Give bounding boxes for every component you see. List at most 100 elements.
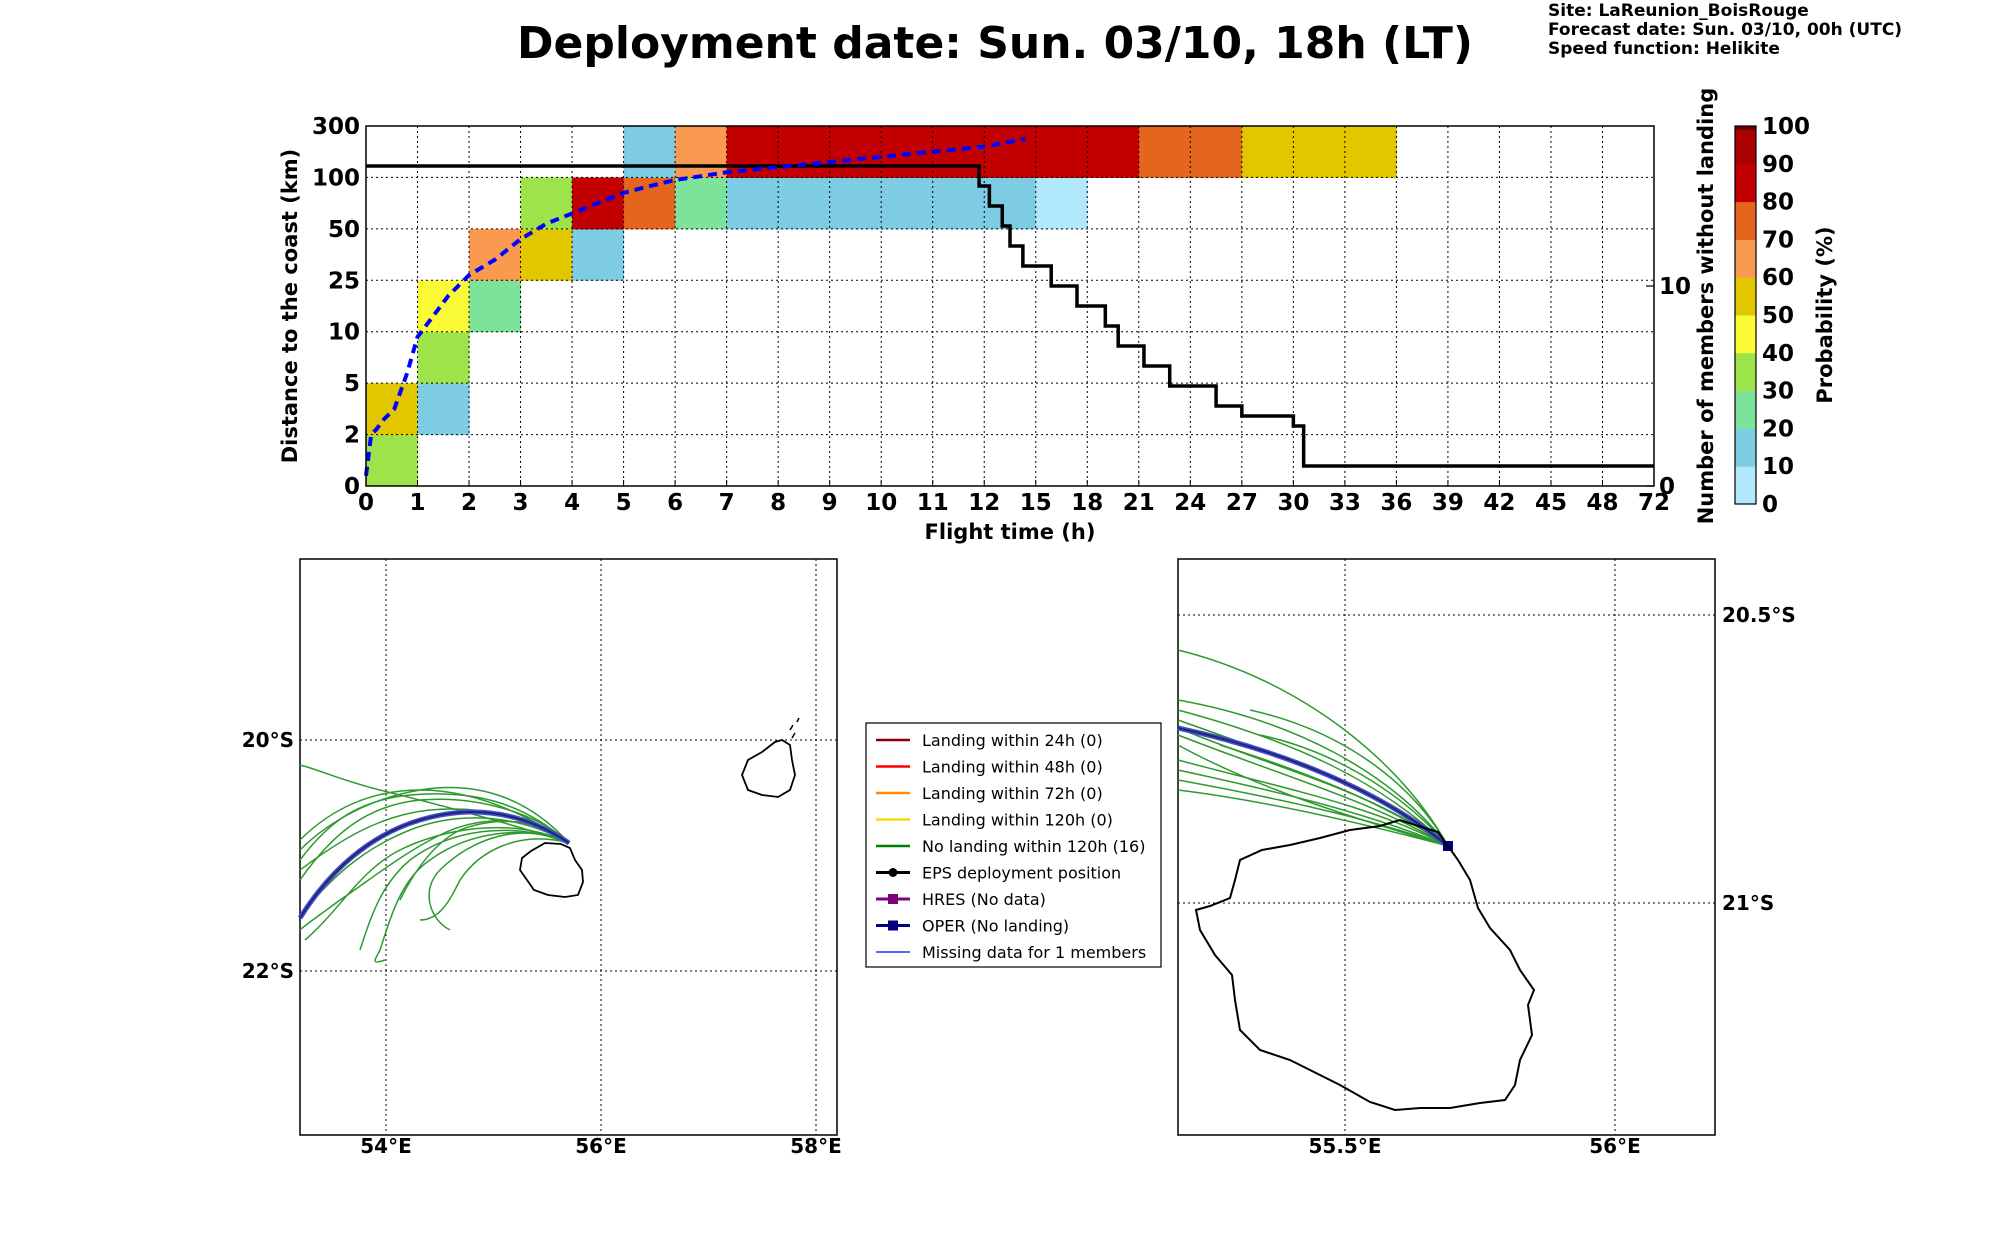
- colorbar: [1735, 126, 1756, 505]
- heatmap-cell: [726, 126, 779, 178]
- left-map-lat-label-22s: 22°S: [242, 959, 294, 983]
- y-axis-label: Distance to the coast (km): [278, 149, 302, 464]
- left-map-lon-label-54: 54°E: [360, 1134, 412, 1158]
- legend-label: OPER (No landing): [922, 917, 1069, 936]
- colorbar-tick-label: 100: [1762, 114, 1810, 140]
- heatmap-cell: [623, 126, 676, 178]
- y-tick-label: 300: [312, 114, 360, 140]
- colorbar-tick-label: 0: [1762, 492, 1778, 518]
- x-tick-label: 0: [358, 490, 374, 516]
- x-tick-label: 18: [1071, 490, 1103, 516]
- y-tick-label: 25: [328, 268, 360, 294]
- heatmap-cell: [366, 383, 419, 436]
- x-tick-label: 27: [1226, 490, 1258, 516]
- x-tick-label: 7: [719, 490, 735, 516]
- heatmap-cell: [1087, 126, 1140, 178]
- y-tick-label: 5: [344, 371, 360, 397]
- colorbar-tick-label: 30: [1762, 379, 1794, 405]
- left-map-lon-label-56: 56°E: [575, 1134, 627, 1158]
- x-tick-label: 3: [513, 490, 529, 516]
- right-map-lat-label-20-5s: 20.5°S: [1722, 603, 1796, 627]
- median-distance-line: [364, 136, 1026, 476]
- colorbar-frame: [1734, 125, 1757, 505]
- heatmap-cell: [520, 177, 573, 230]
- colorbar-segment: [1735, 126, 1756, 130]
- colorbar-segment: [1735, 466, 1756, 505]
- heatmap-cell: [984, 177, 1037, 230]
- left-map-lat-label-20s: 20°S: [242, 728, 294, 752]
- mauritius-island-outline: [741, 739, 796, 798]
- chart-frame: [365, 125, 1655, 487]
- x-axis-label: Flight time (h): [925, 520, 1096, 544]
- left-map-lon-label-58: 58°E: [790, 1134, 842, 1158]
- legend-label: Landing within 72h (0): [922, 784, 1103, 803]
- heatmap-cell: [932, 126, 985, 178]
- legend-label: Landing within 48h (0): [922, 758, 1103, 777]
- y2-tick-label: 10: [1659, 274, 1691, 300]
- y2-tick-labels: 0 10: [1646, 274, 1691, 500]
- x-tick-label: 36: [1380, 490, 1412, 516]
- heatmap-cell: [778, 177, 831, 230]
- heatmap-cell: [1293, 126, 1346, 178]
- x-tick-labels: 0 1 2 3 4 5 6 7 8 9 10 11 12 15 18 21 24 27 30 33 36 39 42 45 48…: [358, 480, 1670, 516]
- x-tick-label: 21: [1123, 490, 1155, 516]
- colorbar-tick-label: 80: [1762, 190, 1794, 216]
- legend-label: EPS deployment position: [922, 864, 1121, 883]
- heatmap-cell: [1035, 126, 1088, 178]
- x-tick-label: 48: [1586, 490, 1618, 516]
- x-tick-label: 11: [917, 490, 949, 516]
- x-tick-label: 4: [564, 490, 580, 516]
- reunion-island-detail-outline: [1194, 818, 1536, 1112]
- reunion-island-outline: [519, 842, 584, 898]
- y-tick-label: 100: [312, 165, 360, 191]
- heatmap-cell: [520, 228, 573, 281]
- colorbar-tick-label: 90: [1762, 152, 1794, 178]
- x-tick-label: 1: [410, 490, 426, 516]
- right-map: 55.5°E 56°E 20.5°S 21°S: [1177, 558, 1796, 1158]
- legend-label: Landing within 24h (0): [922, 731, 1103, 750]
- colorbar-segment: [1735, 163, 1756, 203]
- left-map-oper-track: [299, 811, 570, 919]
- heatmap-cell: [1241, 126, 1294, 178]
- x-tick-label: 45: [1535, 490, 1567, 516]
- colorbar-tick-label: 20: [1762, 416, 1794, 442]
- left-map: 54°E 56°E 58°E 20°S 22°S: [242, 558, 842, 1158]
- x-tick-label: 6: [667, 490, 683, 516]
- median-distance-path: [364, 136, 1026, 476]
- legend-marker: [888, 920, 898, 931]
- heatmap-cell: [881, 177, 934, 230]
- legend: Landing within 24h (0) Landing within 48h…: [865, 722, 1162, 968]
- x-tick-label: 9: [822, 490, 838, 516]
- right-map-lon-label-56: 56°E: [1589, 1134, 1641, 1158]
- x-tick-label: 72: [1638, 490, 1670, 516]
- heatmap-cell: [417, 331, 470, 384]
- right-map-graticule: [1178, 559, 1715, 1135]
- heatmap-cell: [469, 228, 522, 281]
- x-tick-label: 42: [1483, 490, 1515, 516]
- y2-axis-label: Number of members without landing: [1694, 88, 1718, 525]
- site-label: Site: LaReunion_BoisRouge: [1548, 1, 1809, 21]
- heatmap-cell: [1190, 126, 1243, 178]
- colorbar-label: Probability (%): [1813, 226, 1837, 403]
- colorbar-segment: [1735, 390, 1756, 429]
- heatmap-cell: [675, 126, 728, 178]
- x-tick-label: 30: [1277, 490, 1309, 516]
- colorbar-tick-label: 70: [1762, 227, 1794, 253]
- heatmap-cell: [778, 126, 831, 178]
- heatmap-cell: [829, 126, 882, 178]
- page-title: Deployment date: Sun. 03/10, 18h (LT): [517, 18, 1473, 69]
- colorbar-segment: [1735, 315, 1756, 354]
- y-tick-label: 0: [344, 474, 360, 500]
- colorbar-tick-label: 50: [1762, 303, 1794, 329]
- members-without-landing-line: [366, 164, 1654, 468]
- right-map-lat-label-21s: 21°S: [1722, 891, 1774, 915]
- small-islets: [789, 717, 800, 739]
- colorbar-segment: [1735, 239, 1756, 278]
- forecast-date-label: Forecast date: Sun. 03/10, 00h (UTC): [1548, 20, 1903, 40]
- colorbar-tick-labels: 0 10 20 30 40 50 60 70 80 90 100: [1762, 114, 1810, 518]
- x-tick-label: 15: [1020, 490, 1052, 516]
- heatmap-cell: [829, 177, 882, 230]
- heatmap-cell: [675, 177, 728, 230]
- heatmap-cell: [417, 383, 470, 436]
